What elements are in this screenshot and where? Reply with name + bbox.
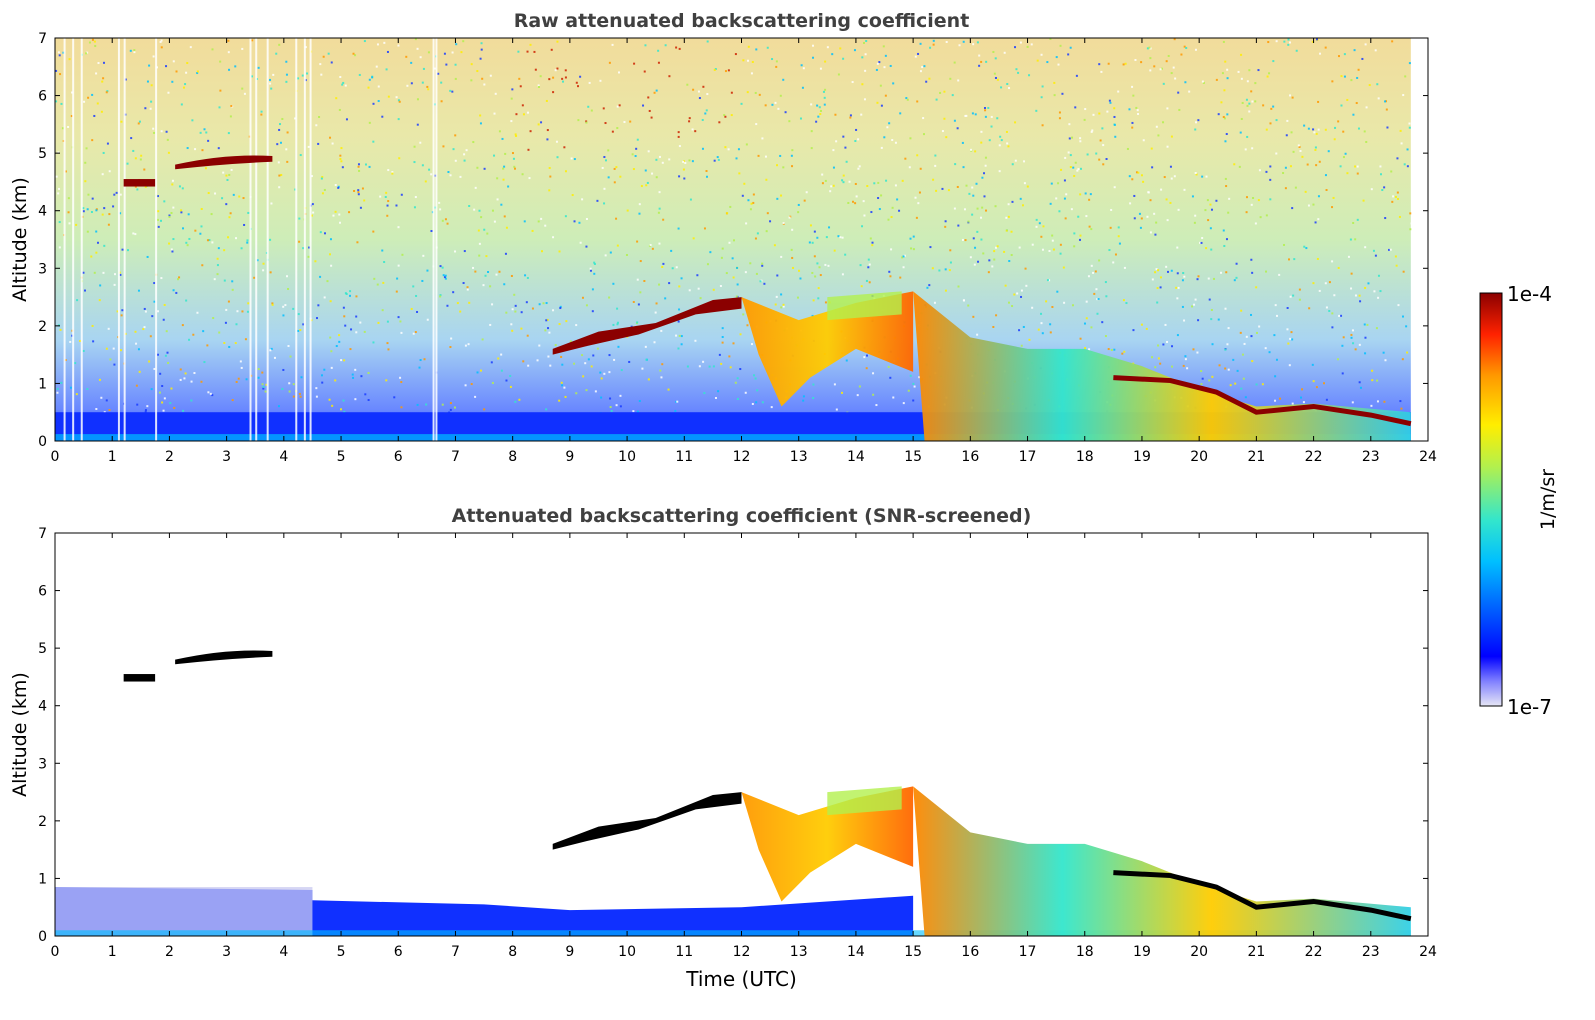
x-tick-label: 0 [51,449,60,465]
chart-title: Attenuated backscattering coefficient (S… [452,505,1032,527]
x-tick-label: 1 [108,449,117,465]
colorbar-gradient [1479,292,1503,707]
x-tick-label: 11 [675,449,693,465]
cloud-high-b [175,155,273,170]
x-tick-label: 13 [790,944,808,960]
x-tick-label: 20 [1190,449,1208,465]
x-tick-label: 21 [1247,449,1265,465]
x-tick-label: 16 [961,449,979,465]
colorbar-unit-label: 1/m/sr [1537,469,1559,530]
y-tick-label: 7 [38,31,47,47]
x-tick-label: 22 [1305,944,1323,960]
x-tick-label: 14 [847,449,865,465]
x-tick-label: 5 [337,449,346,465]
x-tick-label: 19 [1133,944,1151,960]
plot-area [55,38,1413,441]
colorbar-min-label: 1e-7 [1507,695,1552,719]
cloud-high-a [123,179,156,187]
x-tick-label: 4 [279,449,288,465]
cloud-descending-top [1113,375,1412,427]
x-tick-label: 2 [165,944,174,960]
x-tick-label: 18 [1076,449,1094,465]
cloud-lower [913,786,1411,936]
y-tick-label: 2 [38,319,47,335]
x-tick-label: 20 [1190,944,1208,960]
y-axis-label: Altitude (km) [9,672,31,797]
x-tick-label: 12 [733,944,751,960]
x-tick-label: 7 [451,449,460,465]
y-axis-label: Altitude (km) [9,177,31,302]
x-tick-label: 2 [165,449,174,465]
x-tick-label: 21 [1247,944,1265,960]
x-tick-label: 24 [1419,449,1437,465]
x-tick-label: 5 [337,944,346,960]
cloud-mid [552,792,742,850]
panel-1: 0 1 2 3 4 5 6 7 8 9 10 11 12 13 14 15 16 17 18 19 20 21 22 23 24… [9,10,1437,465]
x-tick-label: 10 [618,449,636,465]
cloud-mid [552,297,742,355]
axes-frame [54,532,1429,937]
x-tick-label: 9 [565,449,574,465]
x-tick-label: 15 [904,944,922,960]
y-tick-label: 5 [38,641,47,657]
plot-area [55,650,1412,936]
x-tick-label: 22 [1305,449,1323,465]
x-tick-label: 3 [222,449,231,465]
chart-title: Raw attenuated backscattering coefficien… [514,10,970,32]
colorbar-max-label: 1e-4 [1507,282,1552,306]
cloud-descending-top [1113,870,1412,922]
x-tick-label: 4 [279,944,288,960]
raw-background [55,38,1411,441]
y-tick-label: 5 [38,146,47,162]
y-tick-label: 0 [38,929,47,945]
x-tick-label: 15 [904,449,922,465]
cloud-high-b [175,650,273,665]
x-tick-label: 24 [1419,944,1437,960]
x-tick-label: 23 [1362,449,1380,465]
x-tick-label: 13 [790,449,808,465]
cloud-convective [741,291,914,407]
x-tick-label: 7 [451,944,460,960]
y-tick-label: 1 [38,871,47,887]
y-tick-label: 1 [38,376,47,392]
panel-2: 0 1 2 3 4 5 6 7 8 9 10 11 12 13 14 15 16 17 18 19 20 21 22 23 24… [9,505,1437,991]
y-tick-label: 4 [38,699,47,715]
x-tick-label: 17 [1019,449,1037,465]
x-tick-label: 16 [961,944,979,960]
y-tick-label: 4 [38,204,47,220]
x-tick-label: 0 [51,944,60,960]
x-tick-label: 14 [847,944,865,960]
x-tick-label: 18 [1076,944,1094,960]
x-tick-label: 19 [1133,449,1151,465]
x-tick-label: 8 [508,944,517,960]
x-tick-label: 17 [1019,944,1037,960]
x-tick-label: 1 [108,944,117,960]
x-tick-label: 6 [394,449,403,465]
x-tick-label: 9 [565,944,574,960]
y-tick-label: 7 [38,526,47,542]
x-tick-label: 3 [222,944,231,960]
y-tick-label: 0 [38,434,47,450]
x-tick-label: 6 [394,944,403,960]
y-tick-label: 6 [38,584,47,600]
x-tick-label: 12 [733,449,751,465]
x-axis-label: Time (UTC) [685,967,797,991]
x-tick-label: 10 [618,944,636,960]
y-tick-label: 3 [38,756,47,772]
y-tick-label: 2 [38,814,47,830]
x-tick-label: 8 [508,449,517,465]
x-tick-label: 23 [1362,944,1380,960]
cloud-high-a [123,674,156,682]
cloud-convective [741,786,914,902]
y-tick-label: 6 [38,89,47,105]
x-tick-label: 11 [675,944,693,960]
cloud-lower [913,291,1411,441]
y-tick-label: 3 [38,261,47,277]
colorbar: 1e-4 1e-7 1/m/sr [1479,282,1559,719]
